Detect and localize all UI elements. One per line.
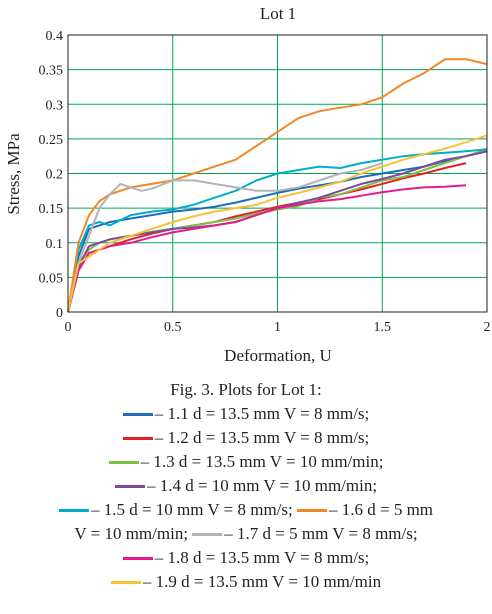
y-tick-label: 0 — [56, 306, 63, 321]
legend-swatch-1-4 — [114, 484, 145, 488]
plot-frame — [67, 34, 488, 313]
x-tick-label: 1 — [274, 320, 281, 335]
caption-title: Fig. 3. Plots for Lot 1: — [170, 380, 322, 399]
legend-swatch-1-8 — [122, 556, 153, 560]
legend-item-1-3: – 1.3 d = 13.5 mm V = 10 mm/min; — [0, 450, 492, 474]
y-tick-label: 0.05 — [39, 271, 64, 286]
y-tick-label: 0.35 — [39, 64, 64, 79]
y-tick-label: 0.4 — [46, 29, 64, 44]
legend-swatch-1-7 — [192, 532, 223, 536]
legend-label-1-8: – 1.8 d = 13.5 mm V = 8 mm/s; — [154, 548, 370, 567]
series-line-1-6 — [67, 58, 488, 313]
y-tick-label: 0.2 — [46, 168, 64, 183]
legend-swatch-1-2 — [122, 436, 153, 440]
legend-label-1-9: – 1.9 d = 13.5 mm V = 10 mm/min — [142, 572, 382, 591]
legend-item-1-9: – 1.9 d = 13.5 mm V = 10 mm/min — [0, 570, 492, 594]
x-axis-title: Deformation, U — [224, 346, 332, 365]
legend-item-1-2: – 1.2 d = 13.5 mm V = 8 mm/s; — [0, 426, 492, 450]
legend-label-1-5: – 1.5 d = 10 mm V = 8 mm/s; — [90, 500, 293, 519]
series-lines — [67, 58, 488, 313]
y-tick-label: 0.25 — [39, 133, 64, 148]
y-tick-label: 0.1 — [46, 237, 64, 252]
x-tick-label: 0.5 — [164, 320, 182, 335]
y-axis-title: Stress, MPa — [4, 133, 23, 215]
series-line-1-5 — [67, 148, 488, 313]
legend-label-1-3: – 1.3 d = 13.5 mm V = 10 mm/min; — [140, 452, 384, 471]
y-tick-label: 0.3 — [46, 98, 64, 113]
legend-swatch-1-5 — [58, 508, 89, 512]
legend-label-1-6: – 1.6 d = 5 mm — [329, 500, 434, 519]
legend-label-1-1: – 1.1 d = 13.5 mm V = 8 mm/s; — [154, 404, 370, 423]
legend-item-1-1: – 1.1 d = 13.5 mm V = 8 mm/s; — [0, 402, 492, 426]
x-tick-label: 0 — [65, 320, 72, 335]
tick-labels: 0 0.05 0.1 0.15 0.2 0.25 0.3 0.35 0.4 0 0.5 1 1.5 2 — [39, 29, 491, 335]
legend-row-5: – 1.5 d = 10 mm V = 8 mm/s; – 1.6 d = 5 … — [0, 498, 492, 522]
series-line-1-9 — [67, 134, 488, 313]
legend-swatch-1-3 — [108, 460, 139, 464]
series-line-1-7 — [67, 162, 383, 313]
y-tick-label: 0.15 — [39, 202, 64, 217]
x-tick-label: 1.5 — [374, 320, 392, 335]
legend-item-1-8: – 1.8 d = 13.5 mm V = 8 mm/s; — [0, 546, 492, 570]
chart-title: Lot 1 — [260, 4, 296, 23]
legend-label-1-4: – 1.4 d = 10 mm V = 10 mm/min; — [146, 476, 378, 495]
series-line-1-1 — [67, 150, 488, 313]
legend-label-1-2: – 1.2 d = 13.5 mm V = 8 mm/s; — [154, 428, 370, 447]
legend-swatch-1-9 — [110, 580, 141, 584]
series-line-1-8 — [67, 184, 467, 313]
legend-swatch-1-6 — [297, 508, 327, 512]
legend-swatch-1-1 — [122, 412, 153, 416]
x-tick-label: 2 — [484, 320, 491, 335]
legend-item-1-4: – 1.4 d = 10 mm V = 10 mm/min; — [0, 474, 492, 498]
legend-label-1-7: – 1.7 d = 5 mm V = 8 mm/s; — [224, 524, 418, 543]
legend-row-6: V = 10 mm/min; – 1.7 d = 5 mm V = 8 mm/s… — [0, 522, 492, 546]
figure-caption: Fig. 3. Plots for Lot 1: – 1.1 d = 13.5 … — [0, 378, 492, 594]
chart: Lot 1 0 0.05 0.1 0.15 0.2 0.25 0.3 0.35 0.4 0 0.5 1… — [4, 4, 491, 365]
legend-label-1-6-cont: V = 10 mm/min; — [74, 524, 189, 543]
